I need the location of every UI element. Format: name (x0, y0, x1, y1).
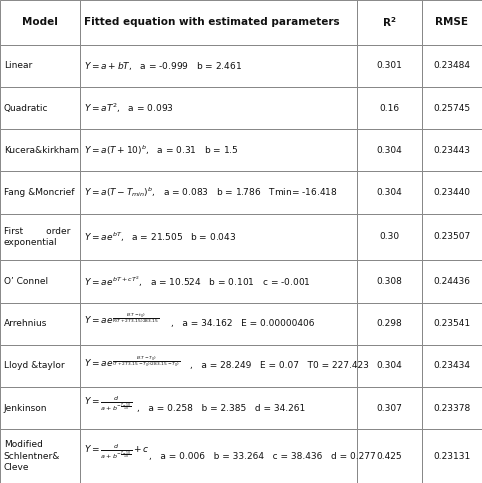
Bar (357, 260, 422, 302)
Text: Jenkinson: Jenkinson (4, 403, 47, 412)
Text: $Y = ae^{\frac{E(T-t_0)}{R(T+273.15)283.15}}$: $Y = ae^{\frac{E(T-t_0)}{R(T+273.15)283.… (84, 313, 160, 327)
Text: ,   a = 34.162   E = 0.00000406: , a = 34.162 E = 0.00000406 (171, 319, 315, 328)
Text: Kucera&kirkham: Kucera&kirkham (4, 146, 79, 155)
Bar (357, 429, 422, 483)
Text: $Y = ae^{bT}$,   a = 21.505   b = 0.043: $Y = ae^{bT}$, a = 21.505 b = 0.043 (84, 230, 237, 243)
Bar (422, 260, 482, 302)
Text: ,   a = 0.258   b = 2.385   d = 34.261: , a = 0.258 b = 2.385 d = 34.261 (137, 403, 306, 412)
Text: Modified
Schlentner&
Cleve: Modified Schlentner& Cleve (4, 440, 60, 472)
Text: 0.298: 0.298 (376, 319, 402, 328)
Bar (0, 45, 80, 87)
Text: 0.23507: 0.23507 (433, 232, 470, 242)
Bar (422, 387, 482, 429)
Bar (80, 87, 357, 129)
Text: $\mathbf{R^2}$: $\mathbf{R^2}$ (382, 15, 396, 29)
Text: ,   a = 28.249   E = 0.07   T0 = 227.423: , a = 28.249 E = 0.07 T0 = 227.423 (190, 361, 369, 370)
Bar (357, 129, 422, 171)
Bar (80, 129, 357, 171)
Text: 0.308: 0.308 (376, 277, 402, 286)
Bar (422, 345, 482, 387)
Text: 0.23484: 0.23484 (433, 61, 470, 71)
Bar (0, 213, 80, 260)
Bar (80, 171, 357, 213)
Bar (422, 45, 482, 87)
Bar (0, 302, 80, 345)
Text: RMSE: RMSE (435, 17, 469, 28)
Text: 0.23434: 0.23434 (433, 361, 470, 370)
Bar (422, 0, 482, 45)
Bar (0, 87, 80, 129)
Text: $Y = a(T + 10)^b$,   a = 0.31   b = 1.5: $Y = a(T + 10)^b$, a = 0.31 b = 1.5 (84, 143, 239, 157)
Bar (80, 302, 357, 345)
Bar (0, 0, 80, 45)
Text: 0.16: 0.16 (379, 103, 399, 113)
Text: 0.23541: 0.23541 (433, 319, 470, 328)
Bar (422, 129, 482, 171)
Bar (80, 213, 357, 260)
Text: 0.23443: 0.23443 (433, 146, 470, 155)
Bar (0, 345, 80, 387)
Text: $Y = ae^{bT + cT^2}$,   a = 10.524   b = 0.101   c = -0.001: $Y = ae^{bT + cT^2}$, a = 10.524 b = 0.1… (84, 274, 311, 289)
Text: Quadratic: Quadratic (4, 103, 48, 113)
Text: $Y = a(T - T_{min})^b$,   a = 0.083   b = 1.786   Tmin= -16.418: $Y = a(T - T_{min})^b$, a = 0.083 b = 1.… (84, 185, 338, 199)
Text: 0.30: 0.30 (379, 232, 399, 242)
Bar (357, 171, 422, 213)
Text: 0.307: 0.307 (376, 403, 402, 412)
Text: 0.24436: 0.24436 (433, 277, 470, 286)
Bar (422, 87, 482, 129)
Bar (357, 0, 422, 45)
Text: O’ Connel: O’ Connel (4, 277, 48, 286)
Bar (80, 260, 357, 302)
Bar (357, 213, 422, 260)
Text: 0.425: 0.425 (376, 452, 402, 461)
Bar (422, 429, 482, 483)
Text: 0.304: 0.304 (376, 188, 402, 197)
Bar (0, 171, 80, 213)
Text: Model: Model (22, 17, 58, 28)
Bar (357, 387, 422, 429)
Text: $Y = ae^{\frac{E(T-T_0)}{(T+273.15-T_0)(283.15-T_0)}}$: $Y = ae^{\frac{E(T-T_0)}{(T+273.15-T_0)(… (84, 355, 181, 369)
Bar (357, 345, 422, 387)
Text: Fang &Moncrief: Fang &Moncrief (4, 188, 74, 197)
Text: $Y = aT^2$,   a = 0.093: $Y = aT^2$, a = 0.093 (84, 101, 174, 115)
Bar (80, 0, 357, 45)
Bar (422, 213, 482, 260)
Bar (0, 129, 80, 171)
Text: Lloyd &taylor: Lloyd &taylor (4, 361, 65, 370)
Bar (422, 171, 482, 213)
Text: 0.23440: 0.23440 (433, 188, 470, 197)
Bar (0, 260, 80, 302)
Text: ,   a = 0.006   b = 33.264   c = 38.436   d = 0.277: , a = 0.006 b = 33.264 c = 38.436 d = 0.… (149, 452, 376, 461)
Text: 0.23131: 0.23131 (433, 452, 470, 461)
Bar (80, 429, 357, 483)
Text: Fitted equation with estimated parameters: Fitted equation with estimated parameter… (84, 17, 340, 28)
Bar (422, 302, 482, 345)
Bar (80, 345, 357, 387)
Bar (80, 45, 357, 87)
Text: 0.25745: 0.25745 (433, 103, 470, 113)
Text: 0.301: 0.301 (376, 61, 402, 71)
Bar (0, 429, 80, 483)
Text: Arrehnius: Arrehnius (4, 319, 47, 328)
Bar (357, 302, 422, 345)
Text: Linear: Linear (4, 61, 32, 71)
Text: 0.304: 0.304 (376, 361, 402, 370)
Bar (357, 87, 422, 129)
Bar (80, 387, 357, 429)
Text: 0.23378: 0.23378 (433, 403, 470, 412)
Text: $Y = \frac{d}{a+b^{-\frac{T-10}{10}}} + c$: $Y = \frac{d}{a+b^{-\frac{T-10}{10}}} + … (84, 442, 150, 461)
Text: First        order
exponential: First order exponential (4, 227, 70, 247)
Text: 0.304: 0.304 (376, 146, 402, 155)
Bar (357, 45, 422, 87)
Text: $Y = a + bT$,   a = -0.999   b = 2.461: $Y = a + bT$, a = -0.999 b = 2.461 (84, 60, 242, 72)
Text: $Y = \frac{d}{a+b^{-\frac{T-10}{10}}}$: $Y = \frac{d}{a+b^{-\frac{T-10}{10}}}$ (84, 395, 133, 413)
Bar (0, 387, 80, 429)
